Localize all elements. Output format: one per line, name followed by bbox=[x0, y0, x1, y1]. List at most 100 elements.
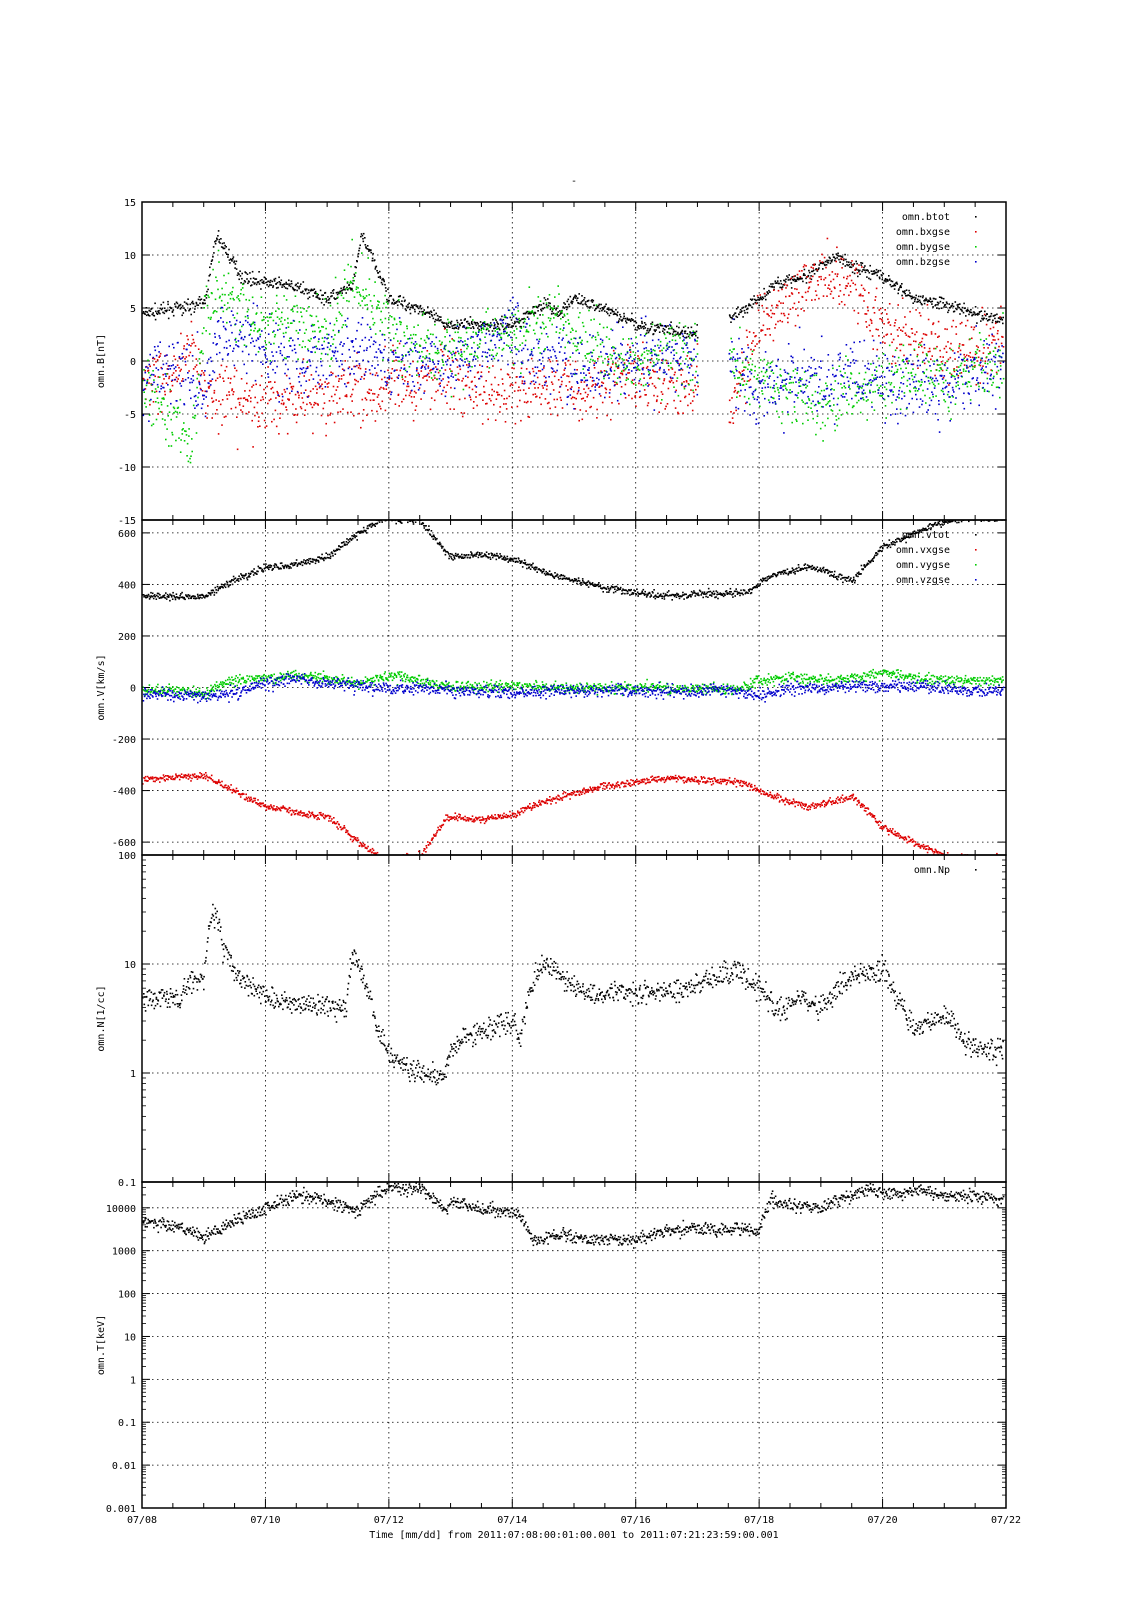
data-point bbox=[345, 288, 347, 290]
data-point bbox=[343, 369, 345, 372]
data-point bbox=[927, 376, 929, 379]
data-point bbox=[491, 354, 493, 356]
data-point bbox=[238, 401, 241, 404]
data-point bbox=[562, 316, 564, 318]
data-point bbox=[333, 421, 336, 424]
data-point bbox=[522, 325, 525, 328]
data-point bbox=[189, 307, 192, 310]
data-point bbox=[206, 290, 208, 293]
data-point bbox=[605, 391, 607, 394]
data-point bbox=[379, 330, 381, 332]
data-point bbox=[830, 260, 833, 263]
data-point bbox=[445, 344, 447, 347]
data-point bbox=[479, 342, 481, 345]
data-point bbox=[317, 293, 319, 296]
data-point bbox=[184, 308, 186, 311]
data-point bbox=[591, 299, 593, 301]
data-point bbox=[255, 313, 257, 315]
data-point bbox=[969, 399, 972, 401]
data-point bbox=[429, 360, 431, 362]
data-point bbox=[676, 361, 678, 364]
data-point bbox=[609, 367, 612, 370]
data-point bbox=[514, 381, 517, 384]
data-point bbox=[275, 310, 277, 312]
data-point bbox=[314, 385, 317, 388]
data-point bbox=[735, 315, 737, 318]
data-point bbox=[586, 305, 588, 308]
data-point bbox=[676, 325, 678, 328]
data-point bbox=[180, 439, 182, 441]
data-point bbox=[899, 343, 901, 346]
data-point bbox=[619, 316, 622, 318]
data-point bbox=[606, 353, 608, 355]
data-point bbox=[620, 352, 622, 355]
data-point bbox=[207, 405, 209, 407]
data-point bbox=[903, 392, 906, 394]
data-point bbox=[978, 385, 980, 388]
data-point bbox=[240, 282, 242, 284]
data-point bbox=[333, 297, 335, 299]
data-point bbox=[958, 345, 961, 347]
data-point bbox=[971, 365, 974, 368]
data-point bbox=[563, 327, 565, 329]
data-point bbox=[992, 326, 995, 329]
data-point bbox=[289, 322, 292, 324]
data-point bbox=[860, 262, 862, 264]
data-point bbox=[592, 359, 594, 361]
data-point bbox=[751, 350, 754, 353]
data-point bbox=[643, 322, 646, 324]
data-point bbox=[434, 371, 437, 373]
data-point bbox=[195, 358, 198, 360]
data-point bbox=[749, 378, 752, 381]
data-point bbox=[332, 351, 334, 353]
data-point bbox=[745, 305, 747, 307]
data-point bbox=[229, 382, 232, 384]
data-point bbox=[275, 425, 278, 428]
data-point bbox=[556, 369, 558, 372]
data-point bbox=[893, 324, 896, 327]
data-point bbox=[470, 322, 473, 324]
data-point bbox=[483, 321, 486, 323]
data-point bbox=[168, 345, 170, 348]
data-point bbox=[371, 305, 373, 307]
data-point bbox=[794, 280, 796, 283]
data-point bbox=[796, 276, 799, 279]
data-point bbox=[152, 356, 155, 359]
data-point bbox=[416, 351, 419, 353]
data-point bbox=[938, 335, 940, 338]
data-point bbox=[874, 272, 876, 275]
data-point bbox=[267, 320, 269, 322]
data-point bbox=[587, 393, 589, 396]
data-point bbox=[516, 405, 519, 408]
data-point bbox=[847, 359, 849, 361]
data-point bbox=[361, 252, 363, 254]
data-point bbox=[666, 403, 669, 405]
data-point bbox=[671, 346, 673, 348]
data-point bbox=[572, 403, 575, 405]
data-point bbox=[576, 392, 579, 395]
data-point bbox=[514, 313, 517, 316]
data-point bbox=[527, 359, 530, 361]
data-point bbox=[208, 333, 211, 335]
data-point bbox=[900, 367, 902, 370]
data-point bbox=[905, 323, 907, 326]
data-point bbox=[553, 305, 555, 307]
data-point bbox=[473, 401, 475, 403]
data-point bbox=[293, 414, 295, 416]
data-point bbox=[951, 374, 953, 377]
data-point bbox=[773, 289, 775, 291]
data-point bbox=[202, 302, 205, 305]
data-point bbox=[928, 397, 931, 399]
data-point bbox=[555, 307, 558, 309]
data-point bbox=[532, 306, 535, 308]
data-point bbox=[157, 345, 159, 348]
data-point bbox=[234, 323, 237, 325]
data-point bbox=[212, 370, 214, 372]
data-point bbox=[546, 306, 548, 309]
data-point bbox=[292, 319, 295, 322]
data-point bbox=[768, 328, 771, 330]
data-point bbox=[569, 295, 572, 298]
data-point bbox=[491, 349, 494, 351]
data-point bbox=[257, 351, 260, 353]
data-point bbox=[282, 283, 285, 286]
